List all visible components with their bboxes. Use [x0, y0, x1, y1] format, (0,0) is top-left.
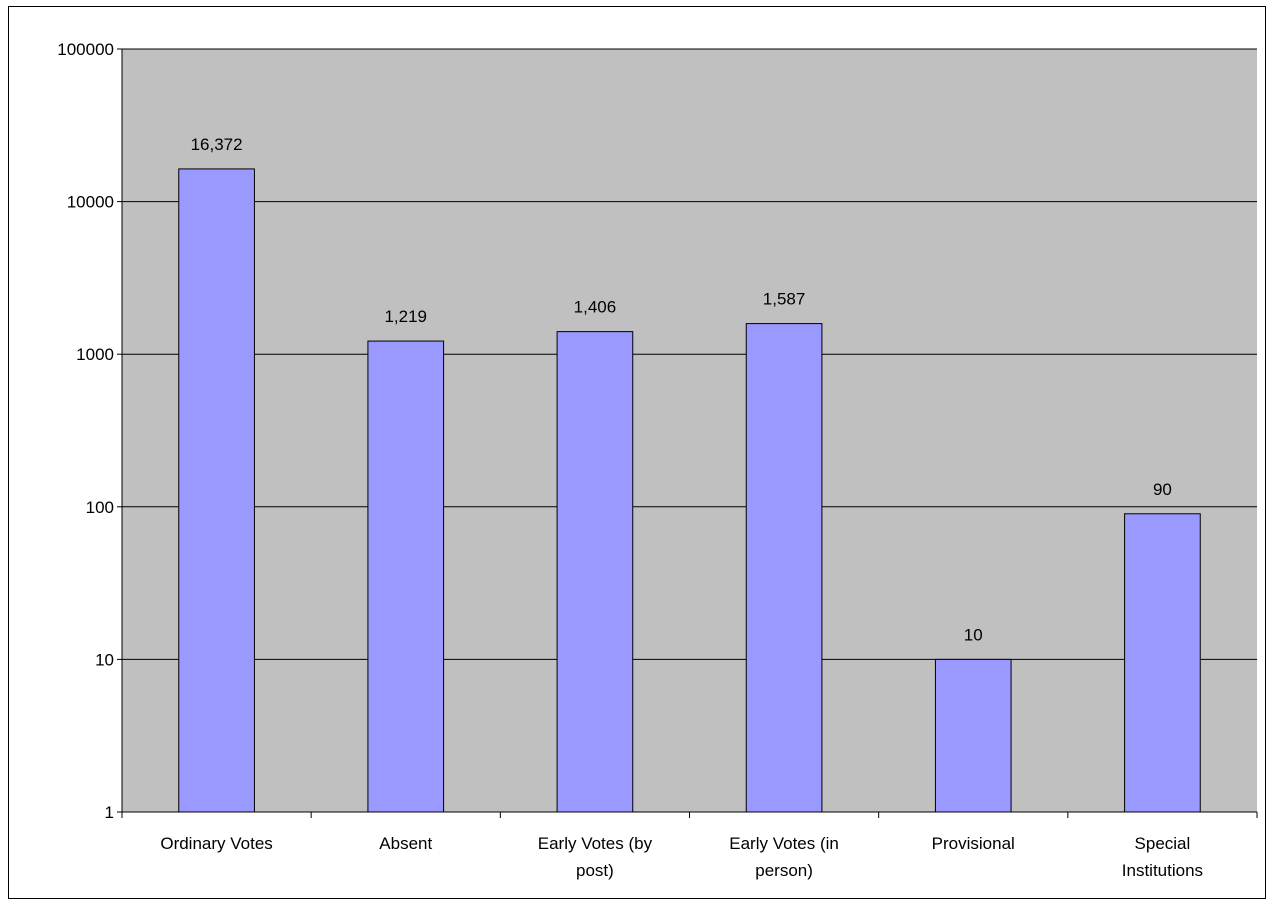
y-tick-label: 1000	[76, 345, 114, 364]
axes	[117, 48, 1258, 818]
bar	[367, 340, 445, 813]
y-tick-label: 100	[86, 498, 114, 517]
bar	[745, 323, 823, 813]
data-label: 1,406	[574, 298, 617, 317]
y-tick-label: 1	[105, 803, 114, 822]
y-tick-label: 100000	[57, 40, 114, 59]
x-category-label: Early Votes (by	[538, 834, 653, 853]
x-category-label: Ordinary Votes	[160, 834, 272, 853]
data-label: 1,587	[763, 290, 806, 309]
bar	[178, 168, 255, 813]
x-category-label: Early Votes (in	[729, 834, 839, 853]
data-label: 90	[1153, 480, 1172, 499]
x-category-label: Absent	[379, 834, 432, 853]
x-category-label: Special	[1135, 834, 1191, 853]
labels: 1 10 100 1000 10000 100000 16,372 Ordinary Vote…	[57, 40, 1203, 880]
y-tick-label: 10000	[67, 193, 114, 212]
bar	[1124, 513, 1201, 813]
x-category-label: Provisional	[932, 834, 1015, 853]
x-category-label: post)	[576, 861, 614, 880]
bar-chart: 1 10 100 1000 10000 100000 16,372 Ordinary Vote…	[57, 40, 1258, 880]
x-category-label: Institutions	[1122, 861, 1203, 880]
plot-area	[122, 49, 1257, 812]
data-label: 16,372	[191, 135, 243, 154]
chart-frame: 1 10 100 1000 10000 100000 16,372 Ordinary Vote…	[8, 6, 1266, 899]
bar	[556, 331, 634, 813]
y-tick-label: 10	[95, 650, 114, 669]
bars	[178, 168, 1201, 813]
data-label: 10	[964, 625, 983, 644]
data-label: 1,219	[384, 307, 427, 326]
gridlines	[122, 48, 1257, 660]
bar	[934, 658, 1012, 813]
x-category-label: person)	[755, 861, 813, 880]
